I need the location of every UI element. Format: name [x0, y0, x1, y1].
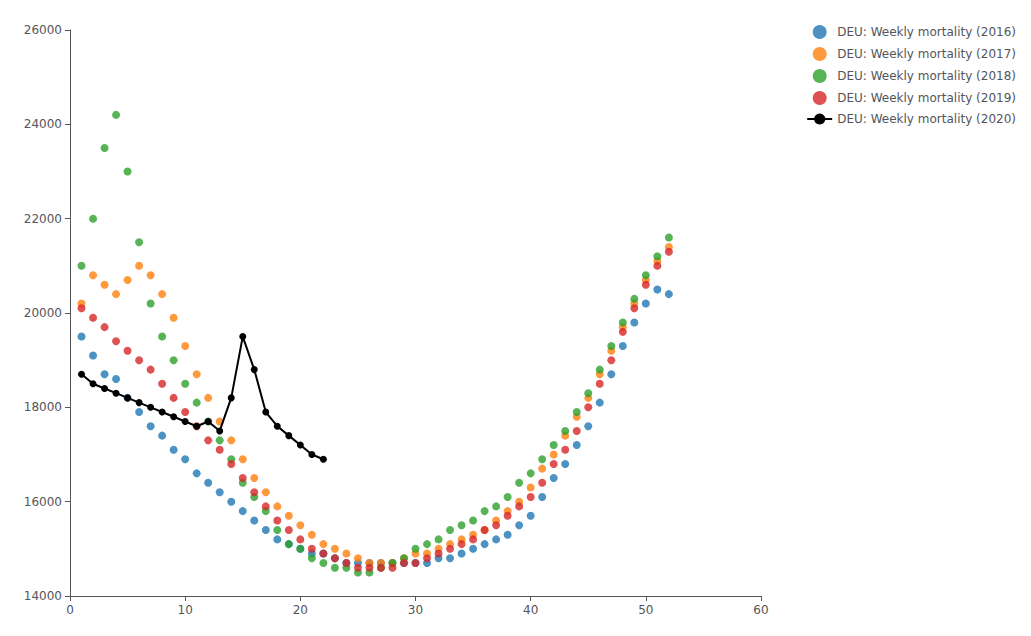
svg-text:DEU: Weekly mortality (2017): DEU: Weekly mortality (2017)	[837, 47, 1016, 61]
svg-text:30: 30	[408, 603, 423, 617]
svg-text:DEU: Weekly mortality (2019): DEU: Weekly mortality (2019)	[837, 91, 1016, 105]
svg-text:DEU: Weekly mortality (2020): DEU: Weekly mortality (2020)	[837, 112, 1016, 126]
svg-text:40: 40	[523, 603, 538, 617]
svg-text:16000: 16000	[24, 495, 62, 509]
svg-text:18000: 18000	[24, 400, 62, 414]
svg-text:DEU: Weekly mortality (2018): DEU: Weekly mortality (2018)	[837, 69, 1016, 83]
svg-text:26000: 26000	[24, 23, 62, 37]
svg-text:50: 50	[638, 603, 653, 617]
svg-text:20000: 20000	[24, 306, 62, 320]
svg-text:20: 20	[293, 603, 308, 617]
svg-text:10: 10	[178, 603, 193, 617]
svg-text:60: 60	[753, 603, 768, 617]
svg-text:0: 0	[66, 603, 74, 617]
svg-text:DEU: Weekly mortality (2016): DEU: Weekly mortality (2016)	[837, 25, 1016, 39]
svg-text:22000: 22000	[24, 212, 62, 226]
svg-text:14000: 14000	[24, 589, 62, 603]
svg-text:24000: 24000	[24, 117, 62, 131]
